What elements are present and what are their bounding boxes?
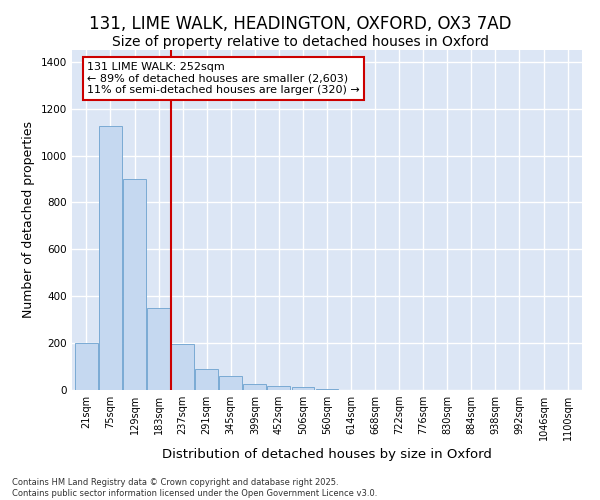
Y-axis label: Number of detached properties: Number of detached properties	[22, 122, 35, 318]
Bar	[244, 384, 266, 390]
Bar	[123, 179, 146, 390]
Bar	[220, 376, 242, 390]
X-axis label: Distribution of detached houses by size in Oxford: Distribution of detached houses by size …	[162, 448, 492, 462]
Bar	[195, 369, 218, 390]
Bar	[75, 343, 98, 390]
Bar	[268, 386, 290, 390]
Text: Size of property relative to detached houses in Oxford: Size of property relative to detached ho…	[112, 35, 488, 49]
Bar	[171, 344, 194, 390]
Bar	[292, 387, 314, 390]
Bar	[99, 126, 122, 390]
Text: 131, LIME WALK, HEADINGTON, OXFORD, OX3 7AD: 131, LIME WALK, HEADINGTON, OXFORD, OX3 …	[89, 15, 511, 33]
Text: 131 LIME WALK: 252sqm
← 89% of detached houses are smaller (2,603)
11% of semi-d: 131 LIME WALK: 252sqm ← 89% of detached …	[88, 62, 360, 95]
Text: Contains HM Land Registry data © Crown copyright and database right 2025.
Contai: Contains HM Land Registry data © Crown c…	[12, 478, 377, 498]
Bar	[316, 389, 338, 390]
Bar	[147, 308, 170, 390]
